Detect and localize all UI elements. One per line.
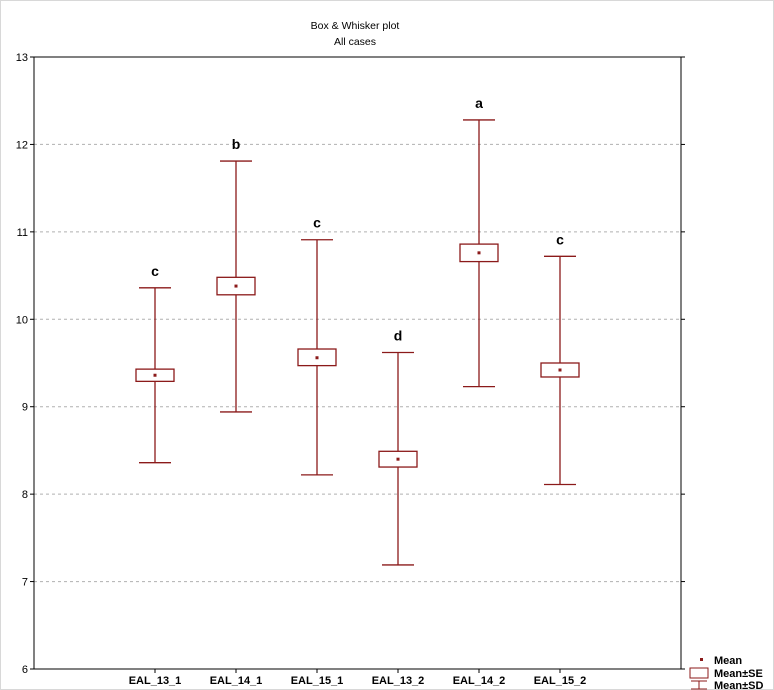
legend-mean-marker	[700, 658, 703, 661]
y-tick-label: 6	[22, 664, 28, 676]
box-EAL_15_1	[297, 239, 337, 476]
y-tick-label: 7	[22, 577, 28, 589]
gridlines	[34, 143, 681, 583]
mean-point	[153, 373, 157, 377]
y-tick-label: 12	[16, 139, 28, 151]
legend-se-marker	[689, 667, 709, 679]
mean-point	[477, 251, 481, 255]
legend-label-sd: Mean±SD	[714, 680, 763, 690]
box-EAL_15_2	[540, 255, 580, 486]
chart-subtitle: All cases	[334, 36, 376, 48]
box-EAL_14_2	[459, 119, 499, 388]
chart-title: Box & Whisker plot	[311, 20, 400, 32]
mean-point	[396, 457, 400, 461]
x-category-label: EAL_13_2	[372, 675, 425, 687]
y-axis-ticks: 6 7 8 9 10 11 12 13	[16, 52, 685, 676]
mean-point	[558, 368, 562, 372]
significance-letter: d	[394, 328, 403, 344]
y-tick-label: 8	[22, 489, 28, 501]
y-tick-label: 13	[16, 52, 28, 64]
box-EAL_13_2	[378, 351, 418, 566]
x-category-label: EAL_15_1	[291, 675, 344, 687]
significance-letter: c	[151, 263, 159, 279]
series-layer: c b c d a c	[135, 95, 580, 566]
mean-point	[234, 284, 238, 288]
box-EAL_14_1	[216, 160, 256, 413]
x-category-label: EAL_14_2	[453, 675, 506, 687]
significance-letter: b	[232, 136, 241, 152]
x-axis-categories: EAL_13_1 EAL_14_1 EAL_15_1 EAL_13_2 EAL_14_2…	[129, 669, 587, 687]
significance-letter: a	[475, 95, 483, 111]
x-category-label: EAL_14_1	[210, 675, 263, 687]
legend-sd-marker	[691, 680, 707, 690]
y-tick-label: 11	[17, 227, 28, 239]
legend-label-se: Mean±SE	[714, 668, 763, 680]
y-tick-label: 9	[22, 402, 28, 414]
x-category-label: EAL_13_1	[129, 675, 182, 687]
x-category-label: EAL_15_2	[534, 675, 587, 687]
significance-letter: c	[313, 215, 321, 231]
legend-label-mean: Mean	[714, 655, 742, 667]
y-tick-label: 10	[16, 314, 28, 326]
plot-area	[33, 56, 682, 670]
mean-point	[315, 356, 319, 360]
significance-letter: c	[556, 231, 564, 247]
box-EAL_13_1	[135, 287, 175, 464]
legend: Mean Mean±SE Mean±SD	[689, 655, 763, 690]
